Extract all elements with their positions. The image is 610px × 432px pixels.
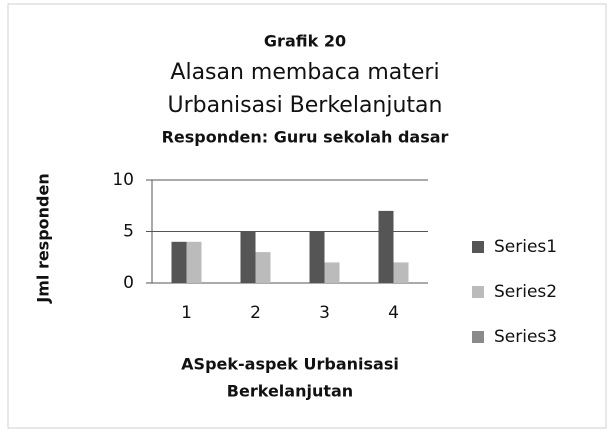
legend-label: Series3 xyxy=(494,327,557,347)
chart-subtitle: Urbanisasi Berkelanjutan xyxy=(168,93,443,118)
legend-swatch xyxy=(472,241,484,253)
chart-frame xyxy=(7,3,607,429)
bar xyxy=(255,252,271,283)
chart-title: Grafik 20 xyxy=(264,32,346,51)
legend-label: Series2 xyxy=(494,282,557,302)
y-axis-label: Jml responden xyxy=(34,173,53,303)
y-tick-label: 10 xyxy=(112,170,134,190)
bar xyxy=(240,231,256,283)
y-tick-label: 5 xyxy=(123,222,134,242)
bar xyxy=(324,262,340,283)
x-tick-label: 2 xyxy=(250,303,261,323)
x-tick-label: 1 xyxy=(181,303,192,323)
bar xyxy=(393,262,409,283)
legend-swatch xyxy=(472,331,484,343)
legend-swatch xyxy=(472,286,484,298)
x-axis-label: Berkelanjutan xyxy=(227,382,353,401)
bar xyxy=(378,210,394,283)
y-tick-label: 0 xyxy=(123,273,134,293)
legend-label: Series1 xyxy=(494,237,557,257)
bar xyxy=(171,241,187,283)
x-axis-label: ASpek-aspek Urbanisasi xyxy=(181,355,399,374)
chart-subtitle: Responden: Guru sekolah dasar xyxy=(162,128,449,147)
bar xyxy=(309,231,325,283)
bar xyxy=(186,241,202,283)
x-tick-label: 4 xyxy=(388,303,399,323)
x-tick-label: 3 xyxy=(319,303,330,323)
chart-subtitle: Alasan membaca materi xyxy=(170,60,439,85)
